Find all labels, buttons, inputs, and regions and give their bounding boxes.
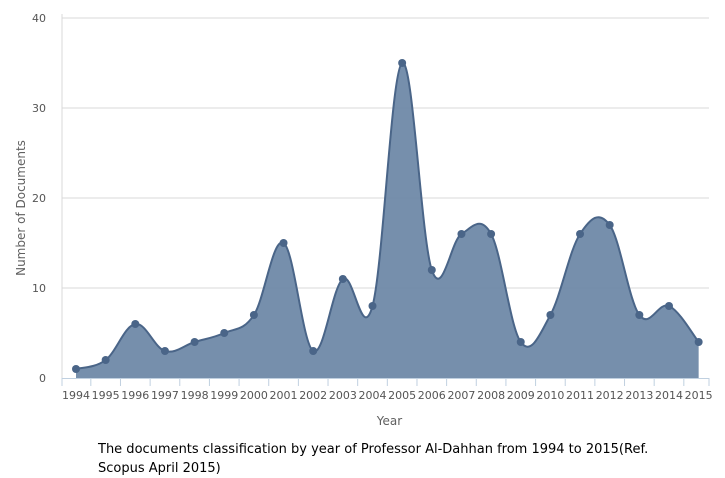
data-point-2011[interactable] — [576, 230, 585, 238]
x-axis-title: Year — [376, 414, 402, 428]
figure-caption: The documents classification by year of … — [98, 442, 649, 476]
data-point-1994[interactable] — [72, 365, 80, 373]
x-tick-label: 2004 — [359, 389, 387, 402]
x-tick-label: 2005 — [388, 389, 416, 402]
x-tick-label: 2010 — [536, 389, 564, 402]
x-tick-label: 2008 — [477, 389, 505, 402]
x-tick-label: 2003 — [329, 389, 357, 402]
data-point-1996[interactable] — [131, 320, 140, 328]
area-fill — [76, 62, 699, 378]
x-tick-label: 2014 — [655, 389, 683, 402]
data-point-2000[interactable] — [249, 311, 258, 319]
y-axis-title: Number of Documents — [14, 140, 28, 276]
x-tick-label: 2012 — [596, 389, 624, 402]
data-point-1999[interactable] — [220, 329, 229, 337]
data-point-2002[interactable] — [309, 347, 318, 355]
data-point-2006[interactable] — [427, 266, 436, 274]
x-axis-ticks: 1994 1995 1996 1997 1998 1999 2000 2001 2002 2003… — [62, 389, 713, 402]
data-point-2003[interactable] — [338, 275, 347, 283]
x-tick-label: 1996 — [121, 389, 149, 402]
x-tick-label: 1999 — [210, 389, 238, 402]
x-tick-label: 2001 — [270, 389, 298, 402]
x-tick-label: 1995 — [92, 389, 120, 402]
data-point-1997[interactable] — [160, 347, 169, 355]
x-tick-label: 1997 — [151, 389, 179, 402]
axes — [61, 14, 710, 386]
y-tick-label: 30 — [32, 102, 46, 115]
data-point-2009[interactable] — [516, 338, 525, 346]
y-tick-label: 40 — [32, 12, 46, 25]
data-point-2005[interactable] — [398, 59, 407, 67]
x-tick-label: 1994 — [62, 389, 90, 402]
data-markers — [72, 59, 703, 373]
data-point-2001[interactable] — [279, 239, 288, 247]
x-tick-label: 2013 — [625, 389, 653, 402]
data-point-2014[interactable] — [665, 302, 673, 310]
x-tick-label: 2002 — [299, 389, 327, 402]
data-point-2015[interactable] — [694, 338, 703, 346]
data-point-2007[interactable] — [457, 230, 466, 238]
x-tick-label: 2006 — [418, 389, 446, 402]
x-tick-label: 2015 — [685, 389, 713, 402]
data-point-2008[interactable] — [487, 230, 496, 238]
area-series — [75, 61, 700, 378]
data-point-1998[interactable] — [190, 338, 199, 346]
y-tick-label: 0 — [39, 372, 46, 385]
data-point-2012[interactable] — [605, 221, 614, 229]
data-point-2010[interactable] — [546, 311, 555, 319]
y-axis-ticks: 0 10 20 30 40 — [32, 12, 46, 385]
x-tick-label: 1998 — [181, 389, 209, 402]
data-point-1995[interactable] — [101, 356, 110, 364]
data-point-2004[interactable] — [368, 302, 377, 310]
y-tick-label: 20 — [32, 192, 46, 205]
x-tick-label: 2011 — [566, 389, 594, 402]
x-tick-label: 2000 — [240, 389, 268, 402]
y-tick-label: 10 — [32, 282, 46, 295]
x-tick-label: 2007 — [447, 389, 475, 402]
x-tick-label: 2009 — [507, 389, 535, 402]
data-point-2013[interactable] — [635, 311, 644, 319]
